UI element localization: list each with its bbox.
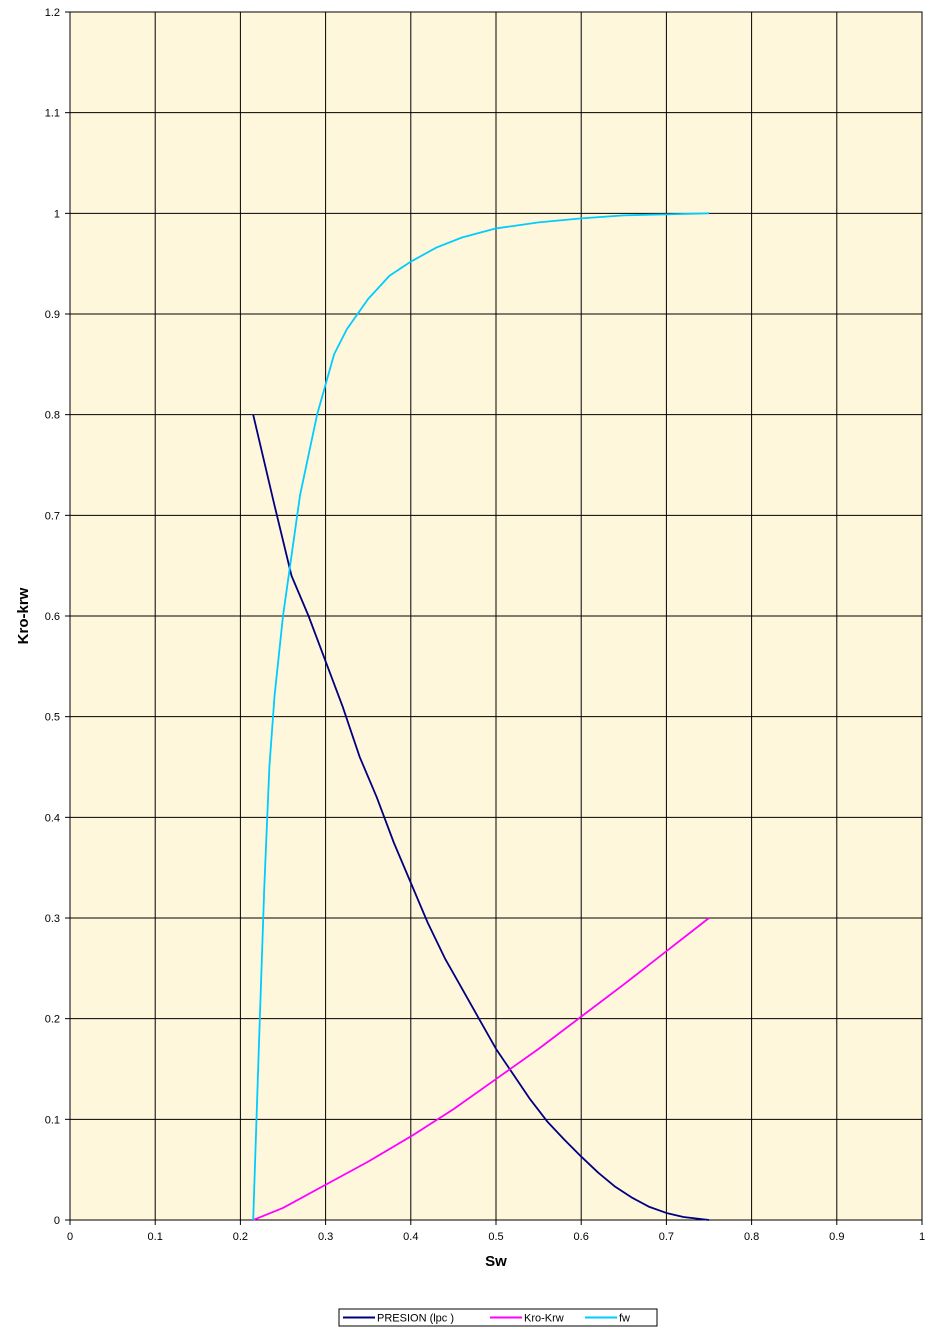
series-line-0 — [252, 414, 710, 1221]
y-tick-label: 0.3 — [45, 913, 60, 925]
y-tick-label: 0.8 — [45, 410, 60, 422]
x-tick-label: 0.5 — [488, 1231, 503, 1243]
y-tick-label: 0.5 — [45, 712, 60, 724]
x-tick-label: 0.4 — [403, 1231, 418, 1243]
x-tick-label: 0.6 — [574, 1231, 589, 1243]
legend-label-2: fw — [619, 1313, 630, 1325]
legend-label-1: Kro-Krw — [524, 1313, 564, 1325]
x-tick-label: 0.1 — [148, 1231, 163, 1243]
x-axis-ticks: 0 0.1 0.2 0.3 0.4 0.5 0.6 0.7 0.8 0.9 1 — [67, 1220, 925, 1243]
x-tick-label: 1 — [919, 1231, 925, 1243]
x-tick-label: 0.3 — [318, 1231, 333, 1243]
y-tick-label: 0.1 — [45, 1114, 60, 1126]
x-tick-label: 0.8 — [744, 1231, 759, 1243]
y-tick-label: 1 — [54, 208, 60, 220]
x-tick-label: 0.9 — [829, 1231, 844, 1243]
y-tick-label: 1.1 — [45, 108, 60, 120]
y-tick-label: 1.2 — [45, 7, 60, 19]
y-axis-ticks: 0 0.1 0.2 0.3 0.4 0.5 0.6 0.7 0.8 0.9 1 1.1 1.2 — [45, 7, 70, 1227]
x-axis-title: Sw — [485, 1253, 507, 1270]
x-tick-label: 0.2 — [233, 1231, 248, 1243]
y-axis-title: Kro-krw — [15, 587, 32, 644]
y-tick-label: 0 — [54, 1215, 60, 1227]
series-line-1 — [252, 917, 710, 1221]
x-tick-label: 0.7 — [659, 1231, 674, 1243]
y-tick-label: 0.9 — [45, 309, 60, 321]
series-layer — [252, 212, 710, 1221]
legend: PRESION (lpc ) Kro-Krw fw — [338, 1308, 658, 1327]
legend-label-0: PRESION (lpc ) — [377, 1313, 454, 1325]
y-tick-label: 0.6 — [45, 611, 60, 623]
series-line-2 — [252, 212, 710, 1221]
y-tick-label: 0.2 — [45, 1014, 60, 1026]
x-tick-label: 0 — [67, 1231, 73, 1243]
y-tick-label: 0.4 — [45, 812, 60, 824]
y-tick-label: 0.7 — [45, 510, 60, 522]
